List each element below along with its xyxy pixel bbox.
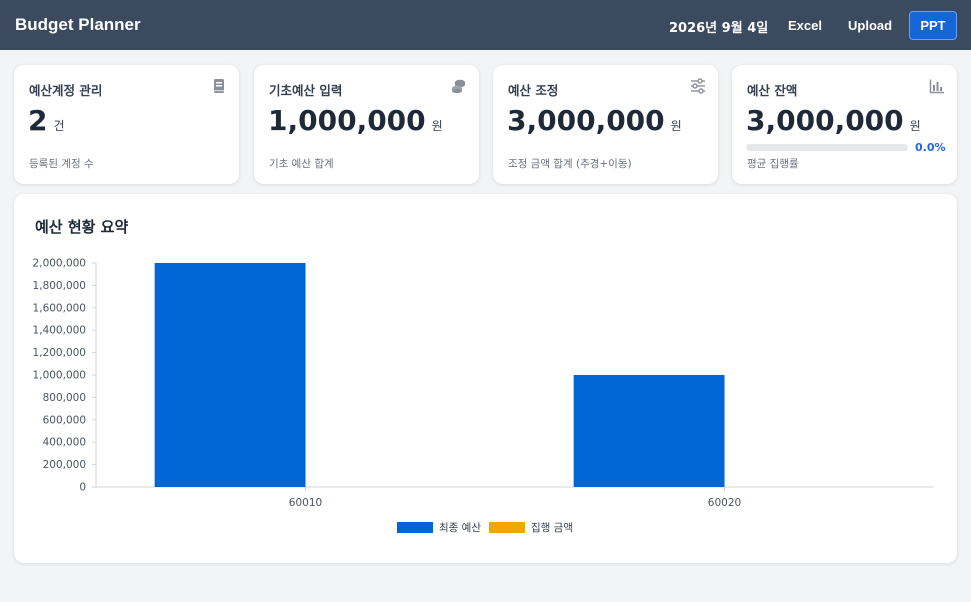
card-value: 3,000,000 원 bbox=[746, 104, 921, 137]
card-value: 1,000,000 원 bbox=[268, 104, 443, 137]
y-tick-label: 1,000,000 bbox=[33, 370, 86, 382]
upload-button[interactable]: Upload bbox=[848, 18, 893, 33]
card-title: 기초예산 입력 bbox=[269, 83, 343, 98]
execution-rate-value: 0.0% bbox=[915, 141, 946, 154]
card-subtitle: 기초 예산 합계 bbox=[269, 158, 334, 170]
card-title: 예산 조정 bbox=[508, 83, 559, 98]
current-date: 2026년 9월 4일 bbox=[669, 21, 769, 36]
top-bar: Budget Planner 2026년 9월 4일 Excel Upload … bbox=[0, 0, 971, 50]
y-tick-label: 800,000 bbox=[43, 392, 86, 404]
budget-summary-panel: 예산 현황 요약 0 200,000 400,000 600,000 800,000 1,… bbox=[14, 194, 957, 563]
y-tick-label: 0 bbox=[79, 482, 86, 494]
y-tick-label: 1,200,000 bbox=[33, 347, 86, 359]
coins-icon bbox=[452, 79, 465, 94]
y-tick-label: 200,000 bbox=[43, 459, 86, 471]
card-value-unit: 원 bbox=[909, 119, 921, 133]
chart-legend: 최종 예산 집행 금액 bbox=[397, 520, 581, 535]
card-budget-balance[interactable]: 예산 잔액 3,000,000 원 0.0% 평균 집행률 bbox=[732, 65, 957, 184]
legend-label: 집행 금액 bbox=[530, 522, 573, 534]
card-title: 예산 잔액 bbox=[747, 83, 798, 98]
x-tick-label: 60010 bbox=[289, 497, 322, 509]
y-tick-label: 1,800,000 bbox=[33, 280, 86, 292]
card-subtitle: 평균 집행률 bbox=[747, 158, 799, 170]
book-icon bbox=[214, 79, 224, 93]
bar-final-budget-60010 bbox=[154, 263, 306, 487]
card-value-number: 2 bbox=[28, 104, 48, 137]
legend-label: 최종 예산 bbox=[439, 522, 481, 534]
legend-item-executed[interactable]: 집행 금액 bbox=[488, 520, 573, 535]
legend-item-final-budget[interactable]: 최종 예산 bbox=[397, 520, 481, 535]
budget-bar-chart: 0 200,000 400,000 600,000 800,000 1,000,000 1,… bbox=[33, 258, 934, 509]
card-value-unit: 원 bbox=[431, 119, 443, 133]
card-value-number: 3,000,000 bbox=[746, 104, 904, 137]
y-tick-label: 400,000 bbox=[43, 437, 86, 449]
excel-button[interactable]: Excel bbox=[788, 18, 822, 33]
card-subtitle: 등록된 계정 수 bbox=[29, 158, 94, 170]
card-title: 예산계정 관리 bbox=[29, 83, 103, 98]
bar-chart-icon bbox=[929, 79, 944, 94]
bar-final-budget-60020 bbox=[573, 375, 725, 487]
execution-progress-bar bbox=[746, 144, 908, 151]
x-tick-label: 60020 bbox=[708, 497, 741, 509]
card-value-unit: 원 bbox=[670, 119, 682, 133]
sliders-icon bbox=[691, 78, 705, 94]
card-subtitle: 조정 금액 합계 (추경+이동) bbox=[508, 158, 632, 170]
ppt-button[interactable]: PPT bbox=[909, 11, 957, 40]
y-tick-label: 600,000 bbox=[43, 414, 86, 426]
y-tick-label: 1,400,000 bbox=[33, 325, 86, 337]
panel-title: 예산 현황 요약 bbox=[35, 218, 129, 236]
card-value-number: 3,000,000 bbox=[507, 104, 665, 137]
y-tick-label: 2,000,000 bbox=[33, 258, 86, 270]
legend-swatch bbox=[397, 522, 433, 533]
card-value: 3,000,000 원 bbox=[507, 104, 682, 137]
card-budget-adjustment[interactable]: 예산 조정 3,000,000 원 조정 금액 합계 (추경+이동) bbox=[493, 65, 718, 184]
card-value-number: 1,000,000 bbox=[268, 104, 426, 137]
card-base-budget[interactable]: 기초예산 입력 1,000,000 원 기초 예산 합계 bbox=[254, 65, 479, 184]
app-title: Budget Planner bbox=[15, 15, 141, 34]
card-value-unit: 건 bbox=[53, 119, 65, 133]
y-tick-label: 1,600,000 bbox=[33, 302, 86, 314]
legend-swatch bbox=[488, 522, 525, 533]
